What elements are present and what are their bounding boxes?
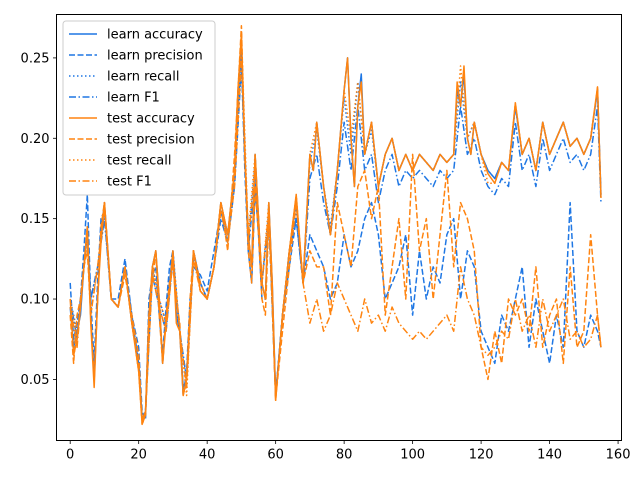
legend-label: test accuracy bbox=[107, 112, 195, 127]
plot-frame bbox=[56, 14, 622, 441]
legend-label: learn recall bbox=[107, 70, 179, 85]
x-tick-label: 160 bbox=[606, 448, 631, 463]
y-tick-label: 0.25 bbox=[21, 51, 50, 66]
x-tick-label: 140 bbox=[537, 448, 562, 463]
x-tick-label: 0 bbox=[66, 448, 74, 463]
axes-layer: 0 20 40 60 80 100 120 140 160 0.05 0.10 0.15 0.20 0.2… bbox=[21, 51, 631, 462]
x-tick-label: 60 bbox=[267, 448, 284, 463]
legend-label: test recall bbox=[107, 154, 172, 169]
legend-label: test F1 bbox=[107, 175, 152, 190]
x-tick-label: 80 bbox=[336, 448, 353, 463]
y-tick-label: 0.05 bbox=[21, 373, 50, 388]
legend-frame bbox=[62, 20, 216, 196]
series-line-learn-recall bbox=[69, 49, 602, 421]
y-tick-label: 0.10 bbox=[21, 293, 50, 308]
legend-label: test precision bbox=[107, 133, 195, 148]
series-line-test-F1 bbox=[69, 57, 602, 422]
series-line-learn-F1 bbox=[69, 65, 602, 421]
x-tick-label: 120 bbox=[469, 448, 494, 463]
legend-label: learn precision bbox=[107, 49, 203, 64]
legend-label: learn F1 bbox=[107, 91, 160, 106]
legend-label: learn accuracy bbox=[107, 28, 203, 43]
x-tick-label: 40 bbox=[199, 448, 216, 463]
legend: learn accuracy learn precision learn recal… bbox=[62, 20, 216, 196]
x-tick-label: 20 bbox=[130, 448, 147, 463]
x-tick-label: 100 bbox=[400, 448, 425, 463]
series-layer bbox=[69, 25, 602, 426]
y-tick-label: 0.15 bbox=[21, 212, 50, 227]
y-tick-label: 0.20 bbox=[21, 132, 50, 147]
series-line-learn-precision bbox=[69, 57, 602, 421]
series-line-test-recall bbox=[69, 33, 602, 426]
